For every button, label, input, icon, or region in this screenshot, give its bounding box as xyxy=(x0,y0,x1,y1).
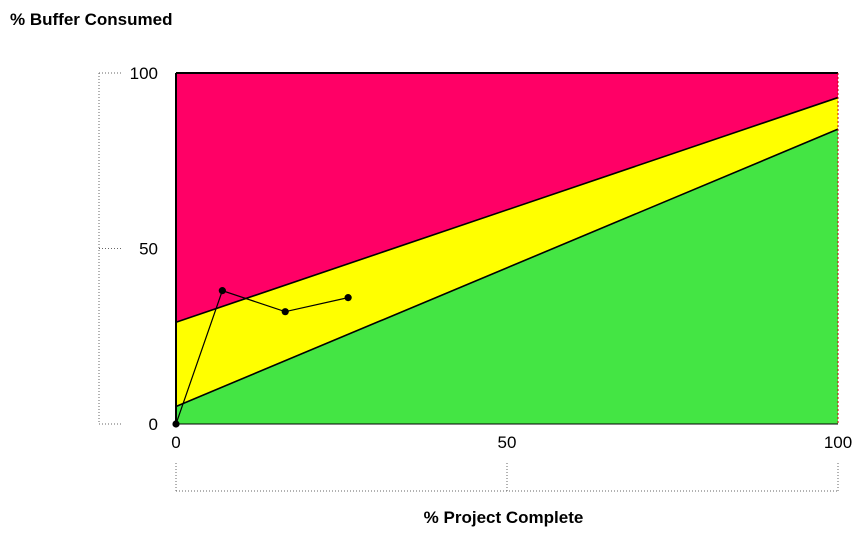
y-axis-title: % Buffer Consumed xyxy=(10,10,173,29)
data-point xyxy=(281,308,289,316)
series-group xyxy=(172,287,352,428)
yellow-zone-area xyxy=(176,97,838,407)
x-tick-labels: 0 50 100 xyxy=(171,433,852,452)
x-axis-title: % Project Complete xyxy=(0,508,857,528)
data-point xyxy=(172,420,180,428)
x-tick-label: 100 xyxy=(824,433,852,452)
series-line xyxy=(175,289,349,425)
data-point xyxy=(344,294,352,302)
red-zone-area xyxy=(176,73,838,323)
green-zone-area xyxy=(176,129,838,424)
y-tick-labels: 0 50 100 xyxy=(130,64,158,434)
green-boundary-line xyxy=(175,128,839,408)
x-axis-title-text: % Project Complete xyxy=(423,508,584,527)
y-tick-label: 50 xyxy=(139,240,158,259)
x-axis-bracket xyxy=(175,461,839,492)
y-tick-label: 0 xyxy=(149,415,158,434)
data-point xyxy=(218,287,226,295)
x-tick-label: 50 xyxy=(498,433,517,452)
yellow-boundary-line xyxy=(175,96,839,323)
x-tick-label: 0 xyxy=(171,433,180,452)
y-axis-bracket xyxy=(98,72,122,425)
y-tick-label: 100 xyxy=(130,64,158,83)
